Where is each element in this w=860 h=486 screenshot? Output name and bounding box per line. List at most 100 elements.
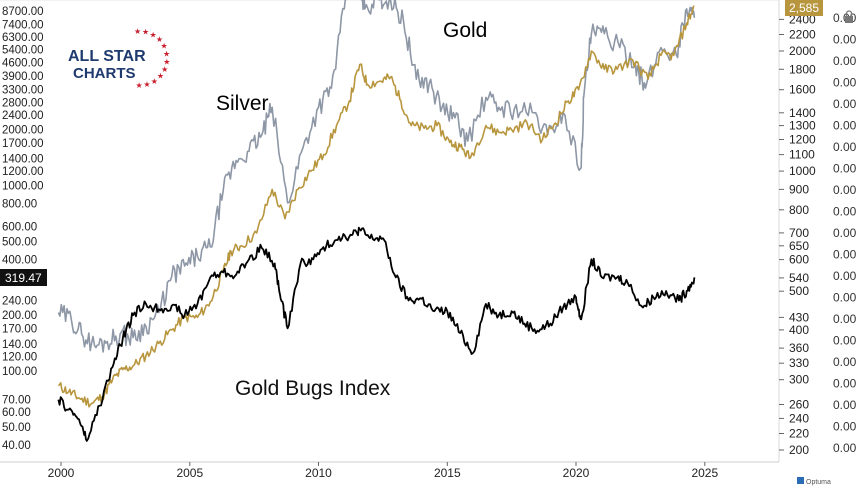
right-axis-tick-label: 260 bbox=[789, 398, 809, 412]
logo-star: ★ bbox=[157, 72, 164, 81]
current-value-right: 2,585 bbox=[789, 1, 819, 15]
left-axis-tick-label: 3900.00 bbox=[2, 71, 44, 83]
right-axis-tick-label: 650 bbox=[789, 239, 809, 253]
left-axis-tick-label: 140.00 bbox=[2, 339, 37, 351]
annotation-gold: Gold bbox=[443, 19, 487, 42]
logo-line-2: CHARTS bbox=[73, 65, 136, 82]
logo-star-arc-icon: ★ ★ ★★★★★★★★★★ bbox=[134, 27, 170, 90]
cropped-axis-fragment: 0.00 bbox=[833, 398, 857, 412]
right-axis-tick-label: 2200 bbox=[789, 28, 816, 42]
left-axis-tick-label: 400.00 bbox=[2, 254, 37, 266]
cropped-axis-fragment: 0.00 bbox=[833, 11, 857, 25]
logo-star: ★ bbox=[151, 77, 158, 86]
right-axis-tick-label: 220 bbox=[789, 427, 809, 441]
left-axis-tick-label: 40.00 bbox=[2, 440, 31, 452]
logo-star: ★ bbox=[142, 28, 149, 37]
annotation-silver: Silver bbox=[216, 92, 269, 115]
cropped-axis-fragment: 0.00 bbox=[833, 205, 857, 219]
cropped-axis-fragment: 0.00 bbox=[833, 334, 857, 348]
right-axis-tick-label: 600 bbox=[789, 253, 809, 267]
right-axis-tick-label: 800 bbox=[789, 203, 809, 217]
left-axis-tick-label: 3300.00 bbox=[2, 84, 44, 96]
right-axis-tick-label: 700 bbox=[789, 226, 809, 240]
left-axis-tick-label: 50.00 bbox=[2, 422, 31, 434]
logo-star: ★ bbox=[134, 27, 141, 36]
current-value-left: 319.47 bbox=[5, 271, 42, 285]
x-axis-tick-label: 2025 bbox=[691, 466, 718, 480]
series-line-silver bbox=[57, 0, 696, 353]
logo-star: ★ bbox=[161, 65, 168, 74]
left-axis-tick-label: 1700.00 bbox=[2, 138, 44, 150]
cropped-axis-fragment: 0.00 bbox=[833, 119, 857, 133]
left-axis-tick-label: 240.00 bbox=[2, 296, 37, 308]
current-value-badge-right: 2,585 bbox=[785, 0, 823, 16]
right-axis-tick-label: 1800 bbox=[789, 62, 816, 76]
left-axis-tick-label: 7400.00 bbox=[2, 19, 44, 31]
right-axis-tick-label: 200 bbox=[789, 443, 809, 457]
cropped-axis-fragment: 0.00 bbox=[833, 377, 857, 391]
cropped-axis-fragment: 0.00 bbox=[833, 226, 857, 240]
left-axis-tick-label: 600.00 bbox=[2, 222, 37, 234]
right-axis-tick-label: 1400 bbox=[789, 106, 816, 120]
annotation-gold-bugs-index: Gold Bugs Index bbox=[235, 377, 391, 400]
left-axis-tick-label: 6300.00 bbox=[2, 32, 44, 44]
left-axis-tick-label: 2000.00 bbox=[2, 125, 44, 137]
left-axis-tick-label: 120.00 bbox=[2, 351, 37, 363]
cropped-axis-fragment: 0.00 bbox=[833, 291, 857, 305]
lock-icon bbox=[845, 10, 853, 23]
right-axis-tick-label: 360 bbox=[789, 341, 809, 355]
right-axis-tick-label: 1200 bbox=[789, 133, 816, 147]
left-axis: 8700.007400.006300.005400.004600.003900.… bbox=[2, 6, 44, 452]
current-value-badge-left: 319.47 bbox=[0, 269, 47, 286]
cropped-third-axis: 0.00 0.00 0.00 0.00 0.00 0.00 0.00 0.00 0.00 0.00… bbox=[833, 11, 857, 455]
optuma-watermark: Optuma bbox=[797, 477, 831, 486]
x-axis-tick-label: 2015 bbox=[434, 466, 461, 480]
left-axis-tick-label: 2800.00 bbox=[2, 98, 44, 110]
cropped-axis-fragment: 0.00 bbox=[833, 269, 857, 283]
x-axis-tick-label: 2005 bbox=[176, 466, 203, 480]
left-axis-tick-label: 1200.00 bbox=[2, 166, 44, 178]
right-axis-tick-label: 1600 bbox=[789, 83, 816, 97]
right-axis-tick-label: 500 bbox=[789, 284, 809, 298]
cropped-axis-fragment: 0.00 bbox=[833, 97, 857, 111]
right-axis-tick-label: 240 bbox=[789, 411, 809, 425]
series-line-gold-bugs-index bbox=[57, 226, 696, 442]
left-axis-tick-label: 5400.00 bbox=[2, 45, 44, 57]
cropped-axis-fragment: 0.00 bbox=[833, 248, 857, 262]
right-axis-tick-label: 900 bbox=[789, 182, 809, 196]
logo-star: ★ bbox=[156, 35, 163, 44]
series-layer bbox=[57, 0, 696, 442]
right-axis-tick-label: 430 bbox=[789, 310, 809, 324]
left-axis-tick-label: 8700.00 bbox=[2, 6, 44, 18]
left-axis-tick-label: 70.00 bbox=[2, 395, 31, 407]
right-axis-tick-label: 2000 bbox=[789, 44, 816, 58]
logo-star: ★ bbox=[143, 80, 150, 89]
left-axis-tick-label: 1400.00 bbox=[2, 153, 44, 165]
logo-star: ★ bbox=[161, 42, 168, 51]
left-axis-tick-label: 100.00 bbox=[2, 366, 37, 378]
cropped-axis-fragment: 0.00 bbox=[833, 355, 857, 369]
x-axis-tick-label: 2020 bbox=[563, 466, 590, 480]
left-axis-tick-label: 60.00 bbox=[2, 407, 31, 419]
cropped-axis-fragment: 0.00 bbox=[833, 76, 857, 90]
right-axis: 2400220020001800160014001300120011001000… bbox=[779, 12, 816, 457]
right-axis-tick-label: 330 bbox=[789, 356, 809, 370]
left-axis-tick-label: 800.00 bbox=[2, 199, 37, 211]
logo-star: ★ bbox=[163, 49, 170, 58]
logo-line-1: ALL STAR bbox=[68, 48, 146, 65]
x-axis: 2000 2005 2010 2015 2020 2025 bbox=[48, 462, 718, 480]
cropped-axis-fragment: 0.00 bbox=[833, 162, 857, 176]
cropped-axis-fragment: 0.00 bbox=[833, 54, 857, 68]
left-axis-tick-label: 1000.00 bbox=[2, 181, 44, 193]
right-axis-tick-label: 1100 bbox=[789, 148, 815, 162]
logo-star: ★ bbox=[136, 81, 143, 90]
right-axis-tick-label: 540 bbox=[789, 271, 809, 285]
right-axis-tick-label: 1000 bbox=[789, 164, 816, 178]
right-axis-tick-label: 300 bbox=[789, 373, 809, 387]
cropped-axis-fragment: 0.00 bbox=[833, 312, 857, 326]
watermark-text: Optuma bbox=[806, 479, 831, 486]
cropped-axis-fragment: 0.00 bbox=[833, 140, 857, 154]
cropped-axis-fragment: 0.00 bbox=[833, 441, 857, 455]
left-axis-tick-label: 200.00 bbox=[2, 310, 37, 322]
cropped-axis-fragment: 0.00 bbox=[833, 33, 857, 47]
